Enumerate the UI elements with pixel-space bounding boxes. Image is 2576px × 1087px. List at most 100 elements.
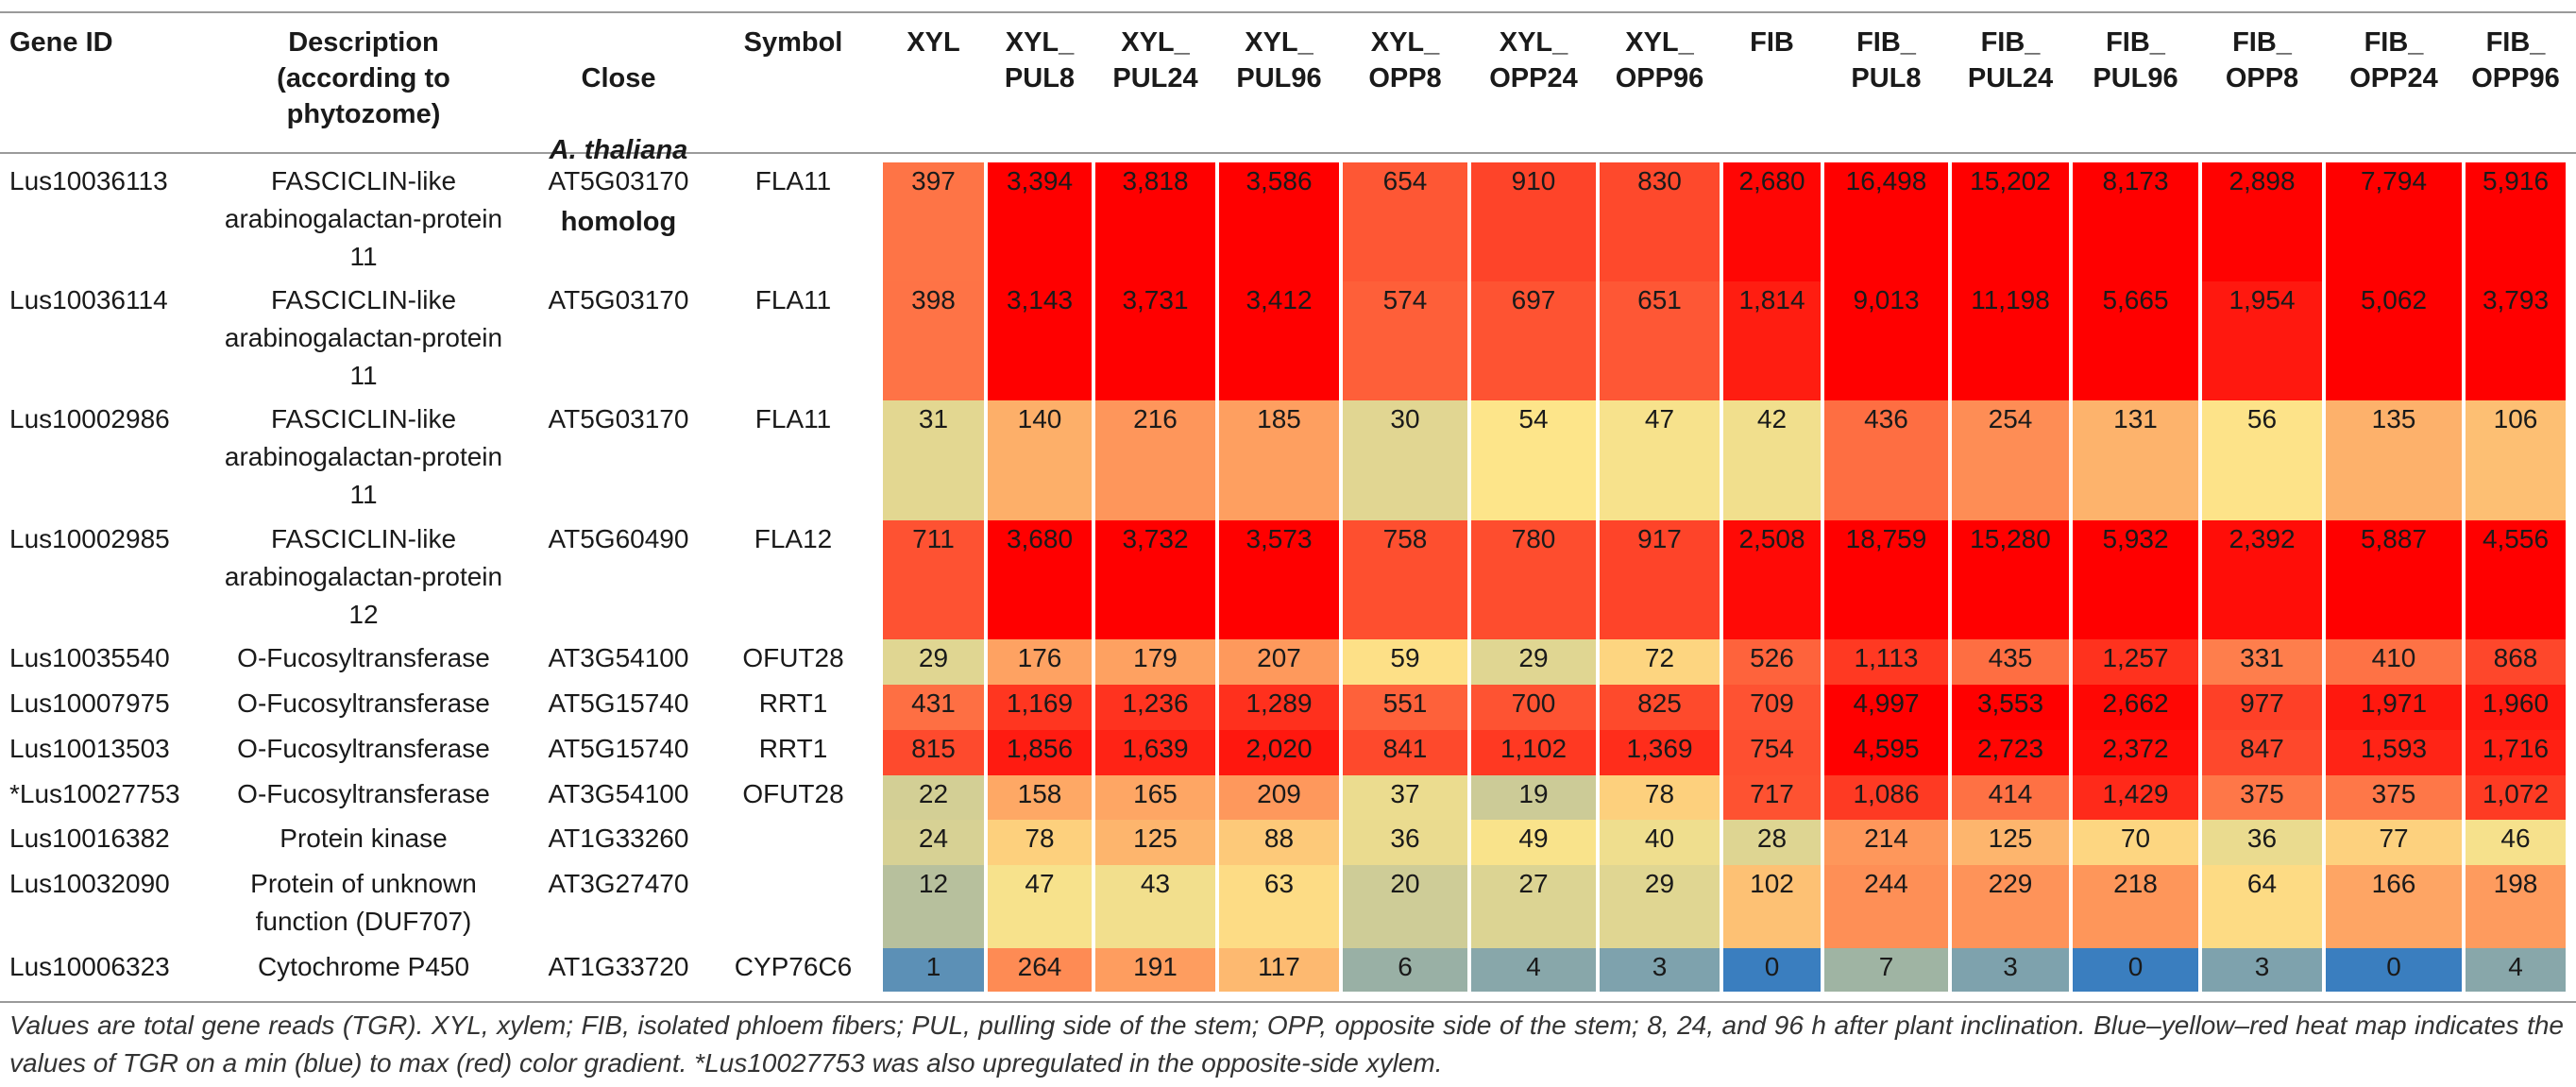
heatmap-cell: 5,062 [2326, 281, 2462, 400]
heatmap-cell: 436 [1824, 400, 1948, 520]
heatmap-cell: 758 [1343, 520, 1467, 639]
heatmap-cell: 2,508 [1723, 520, 1821, 639]
header-description: Description (according to phytozome) [277, 27, 450, 129]
heatmap-cell: 2,662 [2073, 685, 2198, 730]
gene-description: FASCICLIN-like arabinogalactan-protein 1… [224, 404, 503, 509]
gene-description: FASCICLIN-like arabinogalactan-protein 1… [224, 166, 503, 271]
heatmap-cell: 70 [2073, 820, 2198, 865]
header-sample-6: XYL_ OPP96 [1615, 27, 1704, 93]
heatmap-cell: 214 [1824, 820, 1948, 865]
heatmap-cell: 11,198 [1952, 281, 2069, 400]
heatmap-cell: 3,573 [1219, 520, 1339, 639]
gene-id: Lus10002985 [9, 524, 170, 553]
homolog: AT3G27470 [548, 869, 689, 898]
gene-id: Lus10013503 [9, 734, 170, 763]
heatmap-cell: 700 [1471, 685, 1596, 730]
heatmap-cell: 5,887 [2326, 520, 2462, 639]
gene-description: FASCICLIN-like arabinogalactan-protein 1… [224, 524, 503, 629]
heatmap-cell: 229 [1952, 865, 2069, 948]
heatmap-cell: 2,020 [1219, 730, 1339, 775]
heatmap-cell: 29 [883, 639, 984, 685]
homolog: AT3G54100 [548, 643, 689, 672]
heatmap-cell: 43 [1095, 865, 1215, 948]
heatmap-cell: 0 [1723, 948, 1821, 992]
heatmap-cell: 4 [2466, 948, 2566, 992]
heatmap-cell: 102 [1723, 865, 1821, 948]
gene-id: Lus10016382 [9, 824, 170, 853]
heatmap-cell: 410 [2326, 639, 2462, 685]
gene-symbol: RRT1 [758, 734, 828, 763]
heatmap-cell: 49 [1471, 820, 1596, 865]
heatmap-cell: 54 [1471, 400, 1596, 520]
heatmap-cell: 158 [988, 775, 1092, 820]
heatmap-cell: 47 [988, 865, 1092, 948]
heatmap-cell: 209 [1219, 775, 1339, 820]
heatmap-cell: 1,856 [988, 730, 1092, 775]
heatmap-cell: 4,997 [1824, 685, 1948, 730]
heatmap-cell: 2,898 [2202, 162, 2322, 281]
header-sample-0: XYL [907, 27, 960, 58]
heatmap-cell: 191 [1095, 948, 1215, 992]
header-sample-10: FIB_ PUL96 [2093, 27, 2178, 93]
heatmap-cell: 4 [1471, 948, 1596, 992]
heatmap-cell: 8,173 [2073, 162, 2198, 281]
heatmap-cell: 3,394 [988, 162, 1092, 281]
heatmap-cell: 1,289 [1219, 685, 1339, 730]
heatmap-cell: 1,086 [1824, 775, 1948, 820]
header-gene-id: Gene ID [9, 27, 113, 58]
heatmap-cell: 264 [988, 948, 1092, 992]
gene-description: Cytochrome P450 [257, 952, 470, 981]
heatmap-cell: 711 [883, 520, 984, 639]
heatmap-cell: 1,960 [2466, 685, 2566, 730]
heatmap-cell: 3,143 [988, 281, 1092, 400]
heatmap-cell: 42 [1723, 400, 1821, 520]
heatmap-cell: 59 [1343, 639, 1467, 685]
heatmap-cell: 697 [1471, 281, 1596, 400]
gene-description: O-Fucosyltransferase [237, 643, 490, 672]
heatmap-cell: 825 [1600, 685, 1720, 730]
heatmap-cell: 3,732 [1095, 520, 1215, 639]
homolog: AT5G03170 [548, 166, 689, 195]
heatmap-cell: 166 [2326, 865, 2462, 948]
heatmap-cell: 717 [1723, 775, 1821, 820]
heatmap-cell: 20 [1343, 865, 1467, 948]
heatmap-cell: 88 [1219, 820, 1339, 865]
heatmap-cell: 830 [1600, 162, 1720, 281]
gene-symbol: FLA11 [754, 285, 832, 314]
header-sample-8: FIB_ PUL8 [1851, 27, 1922, 93]
heatmap-cell: 218 [2073, 865, 2198, 948]
header-sample-9: FIB_ PUL24 [1967, 27, 2054, 93]
heatmap-cell: 64 [2202, 865, 2322, 948]
heatmap-cell: 3,412 [1219, 281, 1339, 400]
heatmap-cell: 29 [1600, 865, 1720, 948]
heatmap-cell: 654 [1343, 162, 1467, 281]
heatmap-cell: 28 [1723, 820, 1821, 865]
heatmap-cell: 4,556 [2466, 520, 2566, 639]
homolog: AT5G60490 [548, 524, 689, 553]
heatmap-cell: 36 [1343, 820, 1467, 865]
heatmap-cell: 0 [2326, 948, 2462, 992]
gene-symbol: OFUT28 [742, 643, 844, 672]
heatmap-cell: 431 [883, 685, 984, 730]
heatmap-cell: 1,639 [1095, 730, 1215, 775]
header-sample-4: XYL_ OPP8 [1368, 27, 1442, 93]
gene-description: O-Fucosyltransferase [237, 734, 490, 763]
heatmap-cell: 397 [883, 162, 984, 281]
gene-id: Lus10036113 [9, 166, 168, 195]
heatmap-cell: 7 [1824, 948, 1948, 992]
homolog: AT5G03170 [548, 285, 689, 314]
header-symbol: Symbol [743, 27, 843, 58]
heatmap-cell: 30 [1343, 400, 1467, 520]
gene-id: Lus10007975 [9, 688, 170, 718]
gene-symbol: CYP76C6 [734, 952, 853, 981]
heatmap-cell: 414 [1952, 775, 2069, 820]
heatmap-cell: 18,759 [1824, 520, 1948, 639]
header-close-homolog: Close A. thaliana homolog [543, 25, 694, 240]
heatmap-cell: 185 [1219, 400, 1339, 520]
gene-id: Lus10006323 [9, 952, 170, 981]
heatmap-cell: 780 [1471, 520, 1596, 639]
heatmap-cell: 15,202 [1952, 162, 2069, 281]
heatmap-cell: 31 [883, 400, 984, 520]
homolog: AT1G33260 [548, 824, 689, 853]
